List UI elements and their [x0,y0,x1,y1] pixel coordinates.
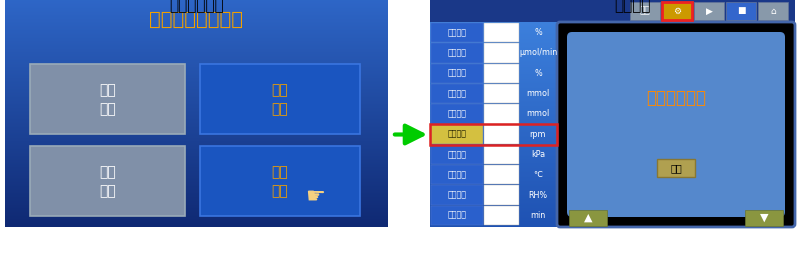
FancyBboxPatch shape [557,22,795,227]
Text: 确认: 确认 [670,163,682,173]
FancyBboxPatch shape [431,206,483,225]
FancyBboxPatch shape [431,43,483,63]
Text: 反应时间: 反应时间 [447,211,466,220]
FancyBboxPatch shape [484,185,519,205]
Text: ▼: ▼ [760,213,768,223]
FancyBboxPatch shape [484,145,519,164]
FancyBboxPatch shape [569,210,607,226]
Text: 气体浓度: 气体浓度 [447,69,466,78]
FancyBboxPatch shape [745,210,783,226]
Text: kPa: kPa [531,150,545,159]
FancyBboxPatch shape [567,32,785,217]
FancyBboxPatch shape [431,84,483,103]
FancyBboxPatch shape [30,146,185,216]
Text: ■: ■ [737,6,746,16]
FancyBboxPatch shape [431,145,483,164]
FancyBboxPatch shape [431,185,483,205]
FancyBboxPatch shape [694,2,724,20]
Text: 反应压力: 反应压力 [447,150,466,159]
Text: min: min [530,211,546,220]
Text: rpm: rpm [530,130,546,139]
Text: mmol: mmol [526,109,550,118]
FancyBboxPatch shape [484,23,519,42]
FancyBboxPatch shape [484,125,519,144]
FancyBboxPatch shape [200,146,360,216]
FancyBboxPatch shape [430,0,795,22]
Text: 自检: 自检 [99,103,116,117]
FancyBboxPatch shape [431,23,483,42]
FancyBboxPatch shape [662,2,692,20]
FancyBboxPatch shape [30,64,185,134]
FancyBboxPatch shape [484,64,519,83]
Text: 网络: 网络 [99,166,116,179]
Text: 量子产率测量系统: 量子产率测量系统 [150,10,243,28]
FancyBboxPatch shape [726,2,756,20]
Text: %: % [534,28,542,37]
FancyBboxPatch shape [431,64,483,83]
Text: 参数: 参数 [272,84,288,98]
FancyBboxPatch shape [431,104,483,124]
Text: 产气总量: 产气总量 [447,89,466,98]
FancyBboxPatch shape [484,84,519,103]
Text: μmol/min: μmol/min [519,48,557,57]
Text: 曲线: 曲线 [640,6,650,16]
Text: ▶: ▶ [706,6,713,16]
Text: 设置: 设置 [272,103,288,117]
FancyBboxPatch shape [630,2,660,20]
Text: RH%: RH% [529,191,547,199]
Text: 系统: 系统 [99,84,116,98]
Text: 产气速率: 产气速率 [447,48,466,57]
Text: 运行: 运行 [272,184,288,198]
FancyBboxPatch shape [431,125,483,144]
Text: 气体湿度: 气体湿度 [447,191,466,199]
FancyBboxPatch shape [484,165,519,184]
Text: ☛: ☛ [306,186,325,206]
Text: 运行界面: 运行界面 [614,0,650,13]
FancyBboxPatch shape [484,206,519,225]
FancyBboxPatch shape [200,64,360,134]
Text: 搅拌速率: 搅拌速率 [447,130,466,139]
Text: 开始气体置换: 开始气体置换 [646,89,706,107]
Text: mmol: mmol [526,89,550,98]
Text: 气体温度: 气体温度 [447,170,466,179]
Text: ⚙: ⚙ [673,6,681,16]
Text: ▲: ▲ [584,213,592,223]
Text: ℃: ℃ [534,170,542,179]
FancyBboxPatch shape [484,43,519,63]
FancyBboxPatch shape [657,159,695,177]
FancyBboxPatch shape [758,2,788,20]
Text: 光量子数: 光量子数 [447,109,466,118]
Text: 量子产率: 量子产率 [447,28,466,37]
Text: %: % [534,69,542,78]
Text: 设置: 设置 [99,184,116,198]
Text: 开始: 开始 [272,166,288,179]
FancyBboxPatch shape [484,104,519,124]
FancyBboxPatch shape [431,165,483,184]
Text: 系统操作界面: 系统操作界面 [169,0,224,13]
Text: ⌂: ⌂ [770,6,776,16]
